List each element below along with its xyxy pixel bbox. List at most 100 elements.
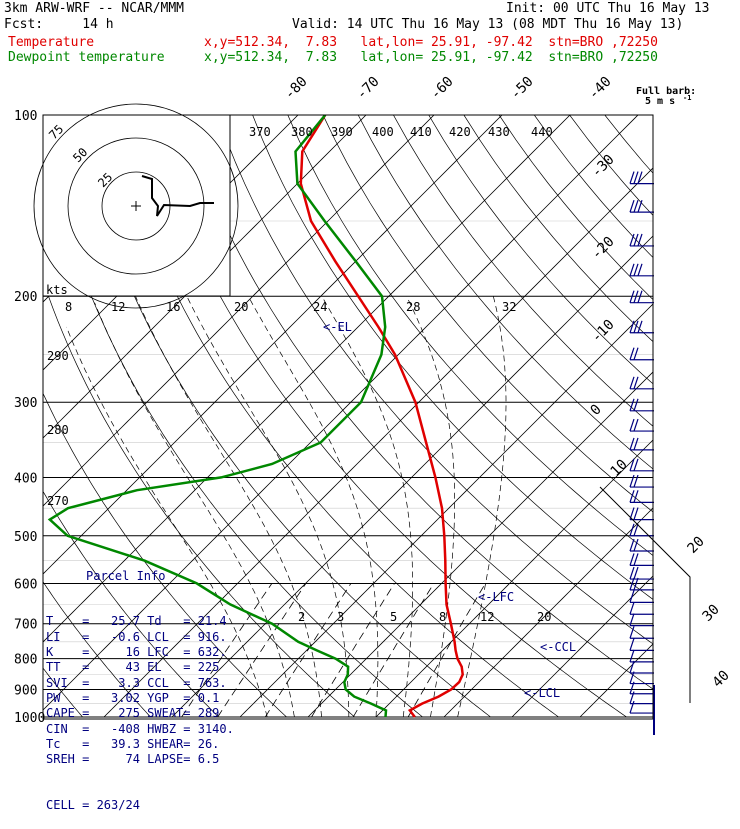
wind-barb-flag bbox=[633, 398, 639, 411]
el-marker: <-EL bbox=[323, 320, 352, 334]
pressure-axis-label: 800 bbox=[14, 653, 37, 668]
theta-label: 400 bbox=[372, 125, 394, 139]
mixing-ratio-line bbox=[181, 583, 273, 718]
isotherm-line bbox=[239, 303, 653, 718]
isotherm-line bbox=[43, 115, 367, 439]
chart-frame bbox=[42, 114, 691, 720]
parcel-info-row: PW = 3.02 YGP = 0.1 bbox=[46, 690, 220, 705]
dry-adiabat-line bbox=[216, 115, 653, 645]
dry-adiabat-line bbox=[181, 115, 653, 690]
wind-barb-flag bbox=[629, 626, 635, 639]
wind-barb bbox=[629, 638, 654, 651]
init-time: Init: 00 UTC Thu 16 May 13 bbox=[506, 1, 710, 16]
dry-adiabat-line bbox=[357, 115, 653, 470]
isotherm-label: -20 bbox=[589, 234, 618, 263]
dry-adiabat-line bbox=[43, 581, 151, 718]
temperature-legend-label: Temperature bbox=[8, 35, 95, 50]
theta-label: 390 bbox=[331, 125, 353, 139]
theta-label: 440 bbox=[531, 125, 553, 139]
mixing-ratio-label: 20 bbox=[537, 610, 551, 624]
moist-adiabat-line bbox=[186, 296, 350, 717]
mixing-ratio-label: 12 bbox=[480, 610, 494, 624]
wind-barb-flag bbox=[629, 538, 635, 552]
wind-barb bbox=[629, 474, 654, 488]
wind-barb bbox=[629, 602, 654, 615]
isotherm-label: 30 bbox=[700, 602, 723, 625]
wind-barb-flag bbox=[633, 320, 639, 333]
isotherm-label: 0 bbox=[588, 402, 605, 419]
moist-adiabat-line bbox=[457, 296, 507, 718]
lcl-marker: <-LCL bbox=[524, 686, 560, 700]
dry-adiabat-line bbox=[534, 115, 653, 258]
wind-barb-flag bbox=[633, 437, 639, 451]
chart-series bbox=[47, 115, 464, 718]
mixing-ratio-line bbox=[217, 583, 307, 718]
dry-adiabat-line bbox=[43, 667, 83, 718]
wind-barb bbox=[629, 290, 654, 304]
parcel-info-row: SVI = 3.3 CCL = 763. bbox=[46, 675, 227, 690]
wind-barb-flag bbox=[629, 437, 635, 451]
isotherm-label: -60 bbox=[428, 74, 457, 103]
moist-adiabat-line bbox=[135, 296, 322, 718]
dry-adiabat-line bbox=[393, 115, 653, 427]
dewpoint-legend-info: x,y=512.34, 7.83 lat,lon= 25.91, -97.42 … bbox=[204, 50, 658, 65]
isotherm-line bbox=[43, 115, 639, 711]
model-title: 3km ARW-WRF -- NCAR/MMM bbox=[4, 1, 185, 16]
mixing-ratio-label: 3 bbox=[337, 610, 344, 624]
pressure-axis-label: 900 bbox=[14, 683, 37, 698]
wind-barb-flag bbox=[633, 566, 639, 580]
hodograph-speed-label: 24 bbox=[313, 300, 327, 314]
wind-barb-flag bbox=[629, 418, 635, 432]
isotherm-label: 10 bbox=[608, 457, 631, 480]
wind-barb-flag bbox=[633, 490, 639, 503]
isotherm-line bbox=[307, 371, 653, 718]
isotherm-line bbox=[171, 235, 653, 718]
wind-barb-flag bbox=[637, 199, 643, 213]
moist-adiabat-line bbox=[321, 296, 413, 718]
wind-barb bbox=[629, 458, 654, 472]
parcel-info-row: T = 25.7 Td = 21.4 bbox=[46, 614, 227, 629]
lfc-marker: <-LFC bbox=[478, 590, 514, 604]
isotherm-line bbox=[511, 575, 653, 718]
isotherm-label: -10 bbox=[589, 317, 618, 346]
wind-barb-flag bbox=[629, 691, 635, 704]
wind-barb-flag bbox=[633, 233, 639, 247]
wind-barb-flag bbox=[633, 199, 639, 213]
theta-label: 430 bbox=[488, 125, 510, 139]
theta-label: 370 bbox=[249, 125, 271, 139]
hodograph-speed-label: 16 bbox=[166, 300, 180, 314]
valid-time: Valid: 14 UTC Thu 16 May 13 (08 MDT Thu … bbox=[292, 17, 684, 32]
wind-barb-flag bbox=[629, 263, 635, 277]
hodograph-trace bbox=[141, 175, 214, 217]
wind-barb bbox=[629, 171, 654, 185]
wind-barb-flag bbox=[629, 398, 635, 411]
isotherm-label: 20 bbox=[685, 534, 708, 557]
wind-barb-flag bbox=[633, 418, 639, 432]
wind-barb-flag bbox=[633, 290, 639, 303]
hodograph-speed-label: 8 bbox=[65, 300, 72, 314]
isotherm-line bbox=[103, 167, 653, 718]
wind-barb bbox=[629, 437, 654, 451]
wind-barb-flag bbox=[637, 290, 643, 303]
dry-adiabat-line bbox=[498, 115, 653, 301]
parcel-info-title: Parcel Info bbox=[86, 568, 166, 583]
pressure-axis-label: 700 bbox=[14, 618, 37, 633]
wind-barb bbox=[629, 538, 654, 552]
pressure-axis-label: 1000 bbox=[14, 711, 45, 726]
dewpoint-line bbox=[47, 115, 388, 718]
pressure-axis-label: 100 bbox=[14, 109, 37, 124]
theta-label: 380 bbox=[291, 125, 313, 139]
pressure-axis-label: 600 bbox=[14, 577, 37, 592]
isotherm-label: 40 bbox=[710, 668, 733, 691]
wind-barb-flag bbox=[629, 376, 635, 390]
wind-barb-flag bbox=[633, 263, 639, 277]
isotherm-line bbox=[43, 115, 435, 507]
parcel-info-rows: T = 25.7 Td = 21.4 LI = -0.6 LCL = 916. K … bbox=[46, 614, 238, 767]
wind-barb-flag bbox=[629, 290, 635, 303]
dry-adiabat-line bbox=[146, 115, 627, 718]
mixing-ratio-line bbox=[352, 583, 435, 718]
wind-barb-flag bbox=[629, 347, 635, 360]
parcel-info-row: CIN = -408 HWBZ = 3140. bbox=[46, 721, 234, 736]
wind-barb bbox=[629, 199, 654, 213]
